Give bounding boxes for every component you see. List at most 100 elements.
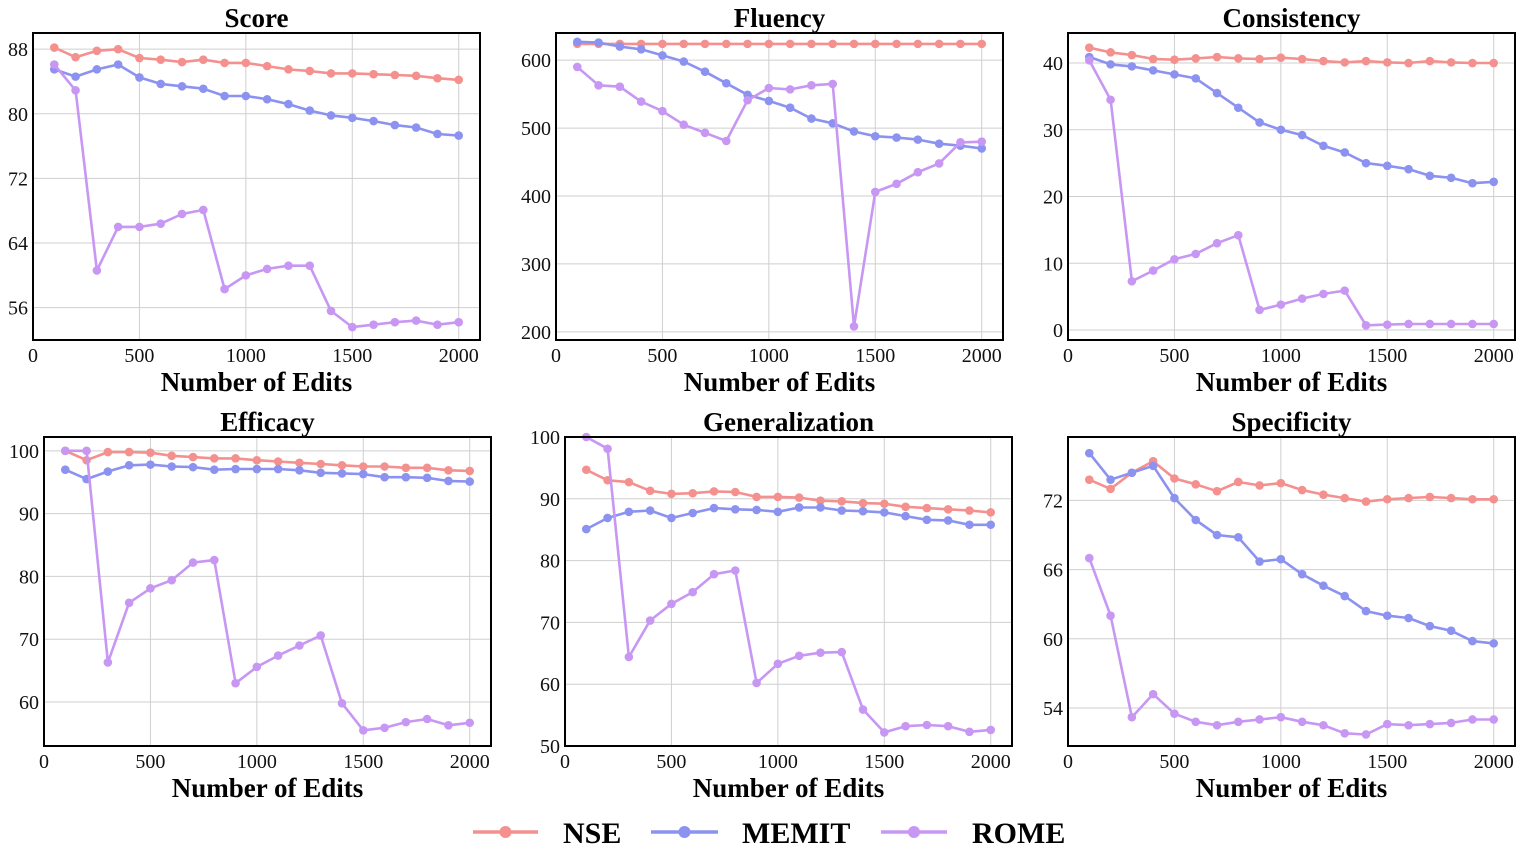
- y-tick-label: 70: [19, 629, 39, 651]
- data-point-nse: [1276, 478, 1286, 488]
- x-tick-label: 1000: [226, 345, 266, 367]
- y-tick-label: 60: [19, 692, 39, 714]
- data-point-rome: [231, 678, 240, 688]
- y-tick-label: 54: [1043, 698, 1063, 720]
- data-point-memit: [679, 57, 689, 66]
- data-point-memit: [879, 508, 889, 517]
- data-point-nse: [103, 447, 113, 457]
- x-tick-label: 1500: [332, 345, 372, 367]
- data-point-nse: [1382, 494, 1392, 504]
- plot-frame: [32, 32, 481, 341]
- y-tick-label: 72: [1043, 490, 1063, 512]
- data-point-memit: [1276, 554, 1286, 564]
- x-tick-label: 2000: [450, 751, 490, 773]
- x-tick-label: 1000: [758, 751, 798, 773]
- x-tick-label: 1500: [1367, 751, 1407, 773]
- data-point-memit: [1297, 569, 1307, 579]
- y-tick-label: 72: [8, 168, 28, 190]
- data-point-memit: [1255, 557, 1264, 566]
- data-point-memit: [1425, 171, 1435, 181]
- data-point-nse: [390, 70, 400, 80]
- data-point-rome: [220, 284, 229, 294]
- data-point-memit: [645, 506, 655, 515]
- chart-title: Score: [225, 3, 289, 33]
- data-point-nse: [1212, 52, 1222, 62]
- data-point-nse: [816, 496, 825, 505]
- x-axis-label: Number of Edits: [684, 367, 876, 397]
- data-point-rome: [1468, 715, 1477, 724]
- data-point-rome: [1489, 715, 1499, 724]
- data-point-rome: [380, 723, 389, 733]
- data-point-rome: [1382, 719, 1392, 729]
- data-point-memit: [764, 96, 774, 106]
- data-point-memit: [167, 462, 177, 471]
- data-point-rome: [92, 266, 102, 275]
- data-point-memit: [369, 116, 378, 126]
- series-line-rome: [1088, 59, 1494, 327]
- data-point-nse: [1148, 54, 1158, 64]
- data-point-rome: [943, 721, 953, 731]
- data-point-rome: [284, 261, 293, 270]
- data-point-memit: [1425, 621, 1435, 631]
- y-tick-label: 300: [521, 254, 551, 276]
- y-tick-label: 64: [8, 233, 28, 255]
- data-point-nse: [1489, 58, 1499, 68]
- data-point-rome: [1276, 300, 1286, 309]
- data-point-nse: [1084, 475, 1094, 484]
- data-point-nse: [1233, 54, 1243, 63]
- plot-frame: [43, 436, 492, 747]
- data-point-memit: [422, 473, 432, 483]
- data-point-memit: [380, 472, 389, 482]
- data-point-rome: [1106, 95, 1115, 105]
- legend-label-memit: MEMIT: [742, 817, 850, 850]
- data-point-nse: [1425, 492, 1435, 502]
- x-tick-label: 2000: [971, 751, 1011, 773]
- y-tick-label: 20: [1043, 187, 1063, 209]
- data-point-memit: [103, 467, 113, 476]
- data-point-memit: [965, 520, 974, 530]
- data-point-rome: [262, 264, 272, 274]
- data-point-rome: [773, 659, 783, 669]
- chart-generalization: 0 500 1000 1500 2000 50 60 70 80 90 100 Generalizat…: [530, 407, 1013, 803]
- x-axis-label: Number of Edits: [1196, 367, 1388, 397]
- data-point-memit: [870, 131, 880, 141]
- data-point-rome: [849, 322, 859, 331]
- data-point-rome: [1255, 715, 1264, 724]
- x-tick-label: 500: [656, 751, 686, 773]
- y-tick-label: 100: [530, 427, 560, 449]
- data-point-rome: [965, 727, 974, 737]
- data-point-nse: [679, 39, 689, 49]
- data-point-rome: [1425, 719, 1435, 729]
- chart-title: Specificity: [1232, 407, 1352, 437]
- data-point-memit: [615, 42, 625, 51]
- y-tick-label: 600: [521, 50, 551, 72]
- data-point-nse: [167, 451, 177, 461]
- data-point-rome: [1340, 286, 1350, 295]
- y-tick-label: 80: [540, 551, 560, 573]
- data-point-nse: [262, 61, 272, 71]
- data-point-rome: [1127, 712, 1137, 722]
- data-point-nse: [252, 455, 262, 465]
- chart-score: 0 500 1000 1500 2000 56 64 72 80 88 Score Number of…: [8, 3, 481, 397]
- data-point-rome: [828, 79, 838, 89]
- data-point-rome: [337, 698, 347, 708]
- data-point-nse: [369, 69, 378, 79]
- data-point-nse: [411, 71, 421, 81]
- data-point-nse: [1233, 477, 1243, 487]
- x-tick-label: 500: [124, 345, 154, 367]
- data-point-memit: [454, 131, 464, 140]
- data-point-rome: [433, 320, 442, 329]
- data-point-nse: [934, 39, 944, 49]
- data-point-rome: [709, 569, 719, 579]
- data-point-nse: [943, 505, 953, 514]
- x-tick-label: 0: [1063, 751, 1073, 773]
- data-point-rome: [794, 651, 804, 661]
- data-point-memit: [1319, 141, 1328, 151]
- data-point-memit: [667, 513, 676, 523]
- data-point-memit: [594, 38, 603, 47]
- x-tick-label: 2000: [962, 345, 1002, 367]
- data-point-rome: [1233, 717, 1243, 727]
- data-point-memit: [658, 51, 667, 60]
- data-point-nse: [444, 465, 453, 475]
- data-point-rome: [730, 566, 740, 575]
